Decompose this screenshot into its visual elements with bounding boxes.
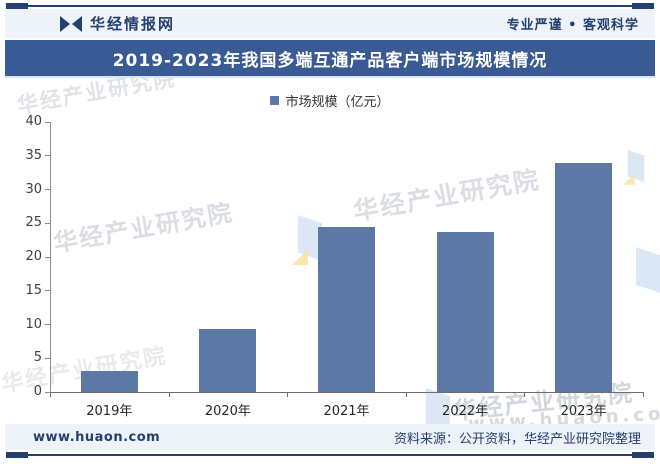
- legend-swatch-icon: [270, 95, 280, 105]
- x-axis-tick: [287, 392, 289, 397]
- brand-watermark: 华经产业研究院: [351, 164, 543, 227]
- top-rule-dash-right: [632, 3, 654, 9]
- footer-site-url: www.huaon.com: [33, 429, 161, 445]
- x-axis-tick: [405, 392, 407, 397]
- y-axis-tick-label: 30: [25, 181, 42, 197]
- bottom-rule-dash-right: [632, 452, 654, 458]
- y-axis-tick-label: 20: [25, 249, 42, 264]
- bar-2022年: [436, 232, 494, 392]
- bottom-rule-dash-left: [6, 452, 28, 458]
- chart-title: 2019-2023年我国多端互通产品客户端市场规模情况: [112, 50, 548, 71]
- header-slogan: 专业严谨 • 客观科学: [506, 18, 639, 33]
- x-axis-tick: [50, 392, 51, 397]
- y-axis-tick: [45, 391, 50, 393]
- legend: 市场规模（亿元）: [0, 92, 660, 110]
- bar-2023年: [555, 163, 613, 392]
- y-axis-tick: [45, 256, 50, 258]
- huaon-ribbon-watermark-icon: [623, 149, 645, 185]
- x-axis-label: 2019年: [86, 404, 133, 419]
- huaon-ribbon-watermark-icon: [636, 247, 660, 293]
- y-axis-tick-label: 10: [25, 316, 42, 332]
- logo-triangle-left-icon: [72, 15, 82, 32]
- bar-2019年: [80, 371, 138, 392]
- y-axis-tick-label: 40: [25, 114, 42, 129]
- y-axis-tick: [45, 222, 50, 224]
- bar-2020年: [199, 328, 257, 392]
- x-axis-label: 2023年: [560, 404, 607, 419]
- y-axis-tick: [45, 189, 50, 190]
- title-banner: 2019-2023年我国多端互通产品客户端市场规模情况: [5, 40, 655, 78]
- footer: www.huaon.com 资料来源：公开资料，华经产业研究院整理: [5, 424, 655, 450]
- huaon-logo-icon: [60, 15, 82, 32]
- y-axis-tick: [45, 155, 50, 157]
- bar-2021年: [318, 227, 375, 392]
- y-axis-tick: [45, 290, 50, 292]
- x-axis-line: [50, 392, 643, 393]
- y-axis-tick-label: 0: [33, 384, 42, 399]
- y-axis-tick-label: 5: [33, 350, 42, 366]
- top-rule-dash-left: [6, 3, 28, 9]
- header: 华经情报网 专业严谨 • 客观科学: [5, 9, 655, 38]
- logo-triangle-right-icon: [60, 15, 70, 32]
- x-axis-tick: [643, 392, 644, 397]
- y-axis-tick-label: 25: [25, 215, 42, 231]
- x-axis-label: 2020年: [204, 404, 251, 419]
- y-axis-line: [50, 122, 51, 392]
- top-rule-line: [6, 5, 654, 7]
- y-axis-tick: [45, 121, 50, 123]
- brand-logo: 华经情报网: [60, 13, 175, 34]
- brand-watermark: 华经产业研究院: [51, 198, 236, 258]
- legend-label: 市场规模（亿元）: [285, 94, 390, 110]
- brand-name: 华经情报网: [90, 15, 176, 33]
- x-axis-tick: [168, 392, 170, 397]
- bottom-rule-line: [6, 454, 654, 456]
- y-axis-tick-label: 15: [25, 282, 42, 298]
- y-axis-tick: [45, 324, 50, 325]
- y-axis-tick-label: 35: [25, 147, 42, 163]
- x-axis-label: 2021年: [323, 404, 370, 419]
- y-axis-tick: [45, 357, 50, 359]
- x-axis-label: 2022年: [442, 404, 489, 419]
- x-axis-tick: [524, 392, 526, 397]
- footer-source-note: 资料来源：公开资料，华经产业研究院整理: [393, 431, 641, 447]
